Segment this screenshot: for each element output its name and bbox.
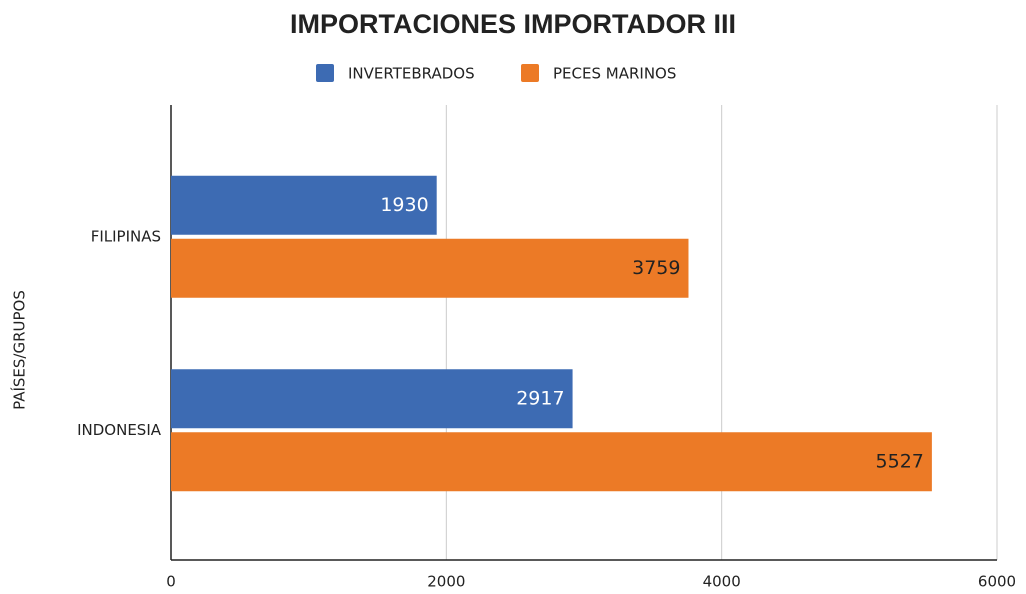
x-tick-label: 6000 <box>978 573 1016 591</box>
legend-swatch <box>316 64 334 82</box>
y-axis-label: PAÍSES/GRUPOS <box>10 290 29 410</box>
legend-label: INVERTEBRADOS <box>348 65 475 83</box>
legend-label: PECES MARINOS <box>553 65 676 83</box>
legend-swatch <box>521 64 539 82</box>
x-tick-label: 2000 <box>427 573 465 591</box>
x-tick-label: 4000 <box>703 573 741 591</box>
bar <box>171 369 573 429</box>
bar <box>171 175 437 235</box>
bar <box>171 432 932 492</box>
data-label: 3759 <box>632 257 680 279</box>
chart-title: IMPORTACIONES IMPORTADOR III <box>290 9 736 39</box>
x-tick-label: 0 <box>166 573 176 591</box>
data-label: 2917 <box>516 387 564 409</box>
data-label: 5527 <box>876 450 924 472</box>
bar <box>171 238 689 298</box>
y-tick-label: INDONESIA <box>77 421 162 439</box>
data-label: 1930 <box>380 194 428 216</box>
y-tick-label: FILIPINAS <box>91 227 161 245</box>
